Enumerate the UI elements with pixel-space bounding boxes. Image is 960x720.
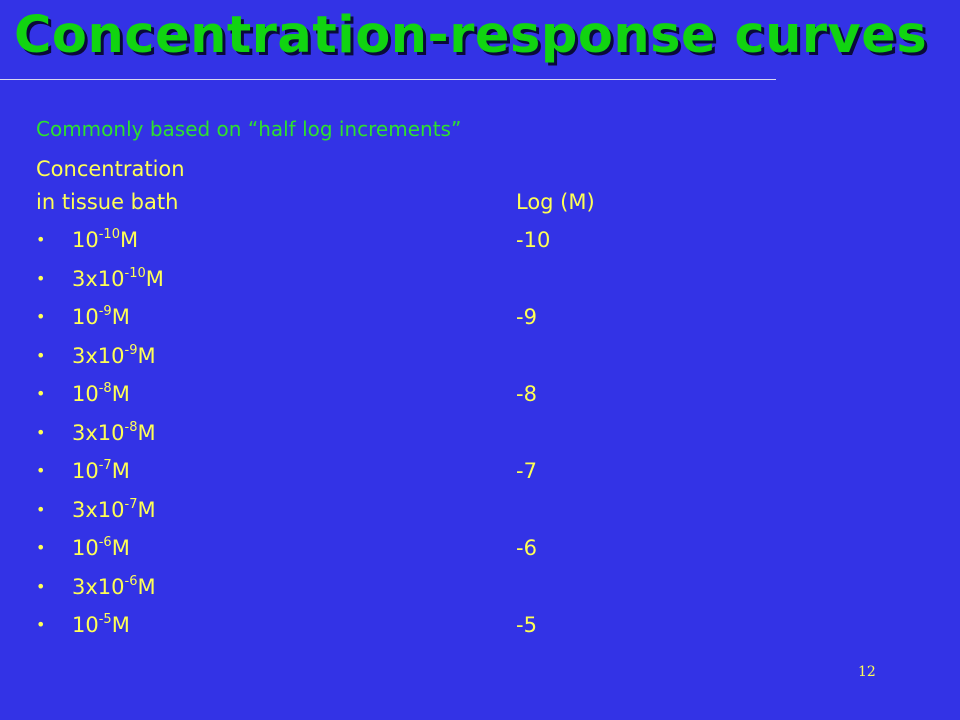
concentration-value: 3x10-10M — [72, 263, 164, 295]
log-value: -6 — [516, 536, 537, 560]
concentration-base: 3x10 — [72, 497, 125, 522]
concentration-value: 3x10-6M — [72, 571, 156, 603]
log-value: -10 — [516, 228, 551, 252]
bullet-icon: • — [36, 307, 46, 326]
list-item: • 10-6M -6 — [0, 532, 960, 571]
concentration-exponent: -5 — [98, 612, 112, 627]
list-item: • 3x10-8M — [0, 417, 960, 456]
concentration-exponent: -7 — [98, 458, 112, 473]
concentration-exponent: -10 — [124, 265, 146, 281]
concentration-value: 3x10-9M — [72, 340, 156, 372]
list-item: • 10-7M -7 — [0, 455, 960, 494]
concentration-unit: M — [145, 266, 164, 291]
concentration-base: 3x10 — [72, 266, 125, 291]
concentration-exponent: -6 — [98, 535, 112, 550]
concentration-value: 10-6M — [72, 532, 130, 564]
list-item: • 3x10-9M — [0, 340, 960, 379]
list-item: • 3x10-10M — [0, 263, 960, 302]
concentration-exponent: -8 — [98, 381, 112, 396]
concentration-exponent: -6 — [124, 573, 138, 589]
concentration-value: 10-10M — [72, 224, 138, 256]
concentration-base: 10 — [72, 305, 99, 329]
log-value: -9 — [516, 305, 537, 329]
slide-title: Concentration-response curves — [14, 6, 928, 65]
concentration-unit: M — [111, 536, 130, 560]
bullet-icon: • — [36, 615, 46, 634]
list-item: • 10-9M -9 — [0, 301, 960, 340]
list-item: • 10-8M -8 — [0, 378, 960, 417]
list-item: • 3x10-6M — [0, 571, 960, 610]
bullet-icon: • — [36, 384, 46, 403]
concentration-value: 10-9M — [72, 301, 130, 333]
concentration-value: 3x10-8M — [72, 417, 156, 449]
bullet-icon: • — [36, 422, 46, 442]
bullet-icon: • — [36, 461, 46, 480]
log-value: -8 — [516, 382, 537, 406]
log-value: -7 — [516, 459, 537, 483]
bullet-icon: • — [36, 576, 46, 596]
bullet-icon: • — [36, 268, 46, 288]
concentration-base: 10 — [72, 382, 99, 406]
title-divider — [0, 79, 776, 80]
concentration-base: 3x10 — [72, 420, 125, 445]
concentration-unit: M — [137, 574, 156, 599]
concentration-base: 10 — [72, 459, 99, 483]
list-item: • 10-10M -10 — [0, 224, 960, 263]
subtitle: Commonly based on “half log increments” — [36, 117, 462, 141]
concentration-exponent: -7 — [124, 496, 138, 512]
concentration-unit: M — [111, 382, 130, 406]
concentration-exponent: -8 — [124, 419, 138, 435]
concentration-base: 10 — [72, 536, 99, 560]
concentration-exponent: -10 — [98, 227, 120, 242]
concentration-unit: M — [111, 305, 130, 329]
log-value: -5 — [516, 613, 537, 637]
bullet-icon: • — [36, 538, 46, 557]
concentration-unit: M — [111, 613, 130, 637]
concentration-value: 10-5M — [72, 609, 130, 641]
concentration-heading-line-2: in tissue bath — [36, 190, 179, 214]
concentration-exponent: -9 — [98, 304, 112, 319]
concentration-list: • 10-10M -10 • 3x10-10M • 10-9M -9 • 3x10-9M • 10-8… — [0, 224, 960, 648]
concentration-exponent: -9 — [124, 342, 138, 358]
bullet-icon: • — [36, 345, 46, 365]
list-item: • 3x10-7M — [0, 494, 960, 533]
concentration-unit: M — [137, 497, 156, 522]
concentration-value: 10-7M — [72, 455, 130, 487]
bullet-icon: • — [36, 230, 46, 249]
concentration-unit: M — [137, 343, 156, 368]
concentration-unit: M — [111, 459, 130, 483]
concentration-base: 3x10 — [72, 574, 125, 599]
concentration-base: 3x10 — [72, 343, 125, 368]
concentration-unit: M — [137, 420, 156, 445]
concentration-value: 3x10-7M — [72, 494, 156, 526]
log-column-heading: Log (M) — [516, 190, 595, 214]
concentration-column-heading: Concentration in tissue bath — [36, 153, 185, 219]
concentration-unit: M — [119, 228, 139, 252]
page-number: 12 — [858, 664, 876, 680]
bullet-icon: • — [36, 499, 46, 519]
concentration-heading-line-1: Concentration — [36, 157, 185, 181]
concentration-base: 10 — [72, 228, 99, 252]
concentration-base: 10 — [72, 613, 99, 637]
concentration-value: 10-8M — [72, 378, 130, 410]
list-item: • 10-5M -5 — [0, 609, 960, 648]
